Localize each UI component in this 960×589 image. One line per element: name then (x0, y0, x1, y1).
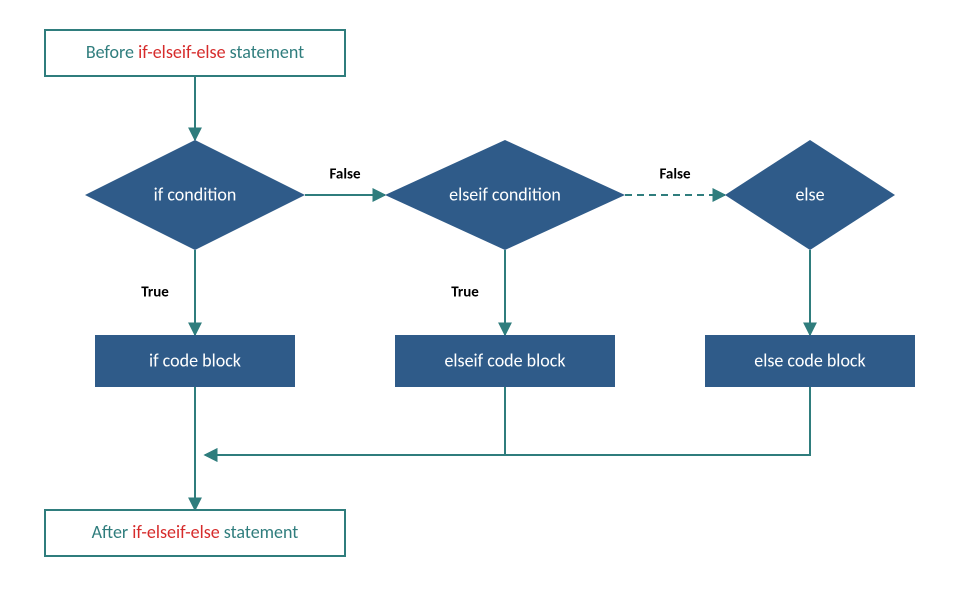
flowchart: False False True True Before if-elseif-else … (0, 0, 960, 589)
edge-else_merge (205, 387, 810, 455)
after-label: After if-elseif-else statement (92, 521, 299, 543)
if_block-label: if code block (149, 349, 241, 371)
edge-label-elseif_down: True (451, 284, 479, 302)
before-label: Before if-elseif-else statement (86, 41, 304, 63)
edge-label-elseif_to_else: False (659, 166, 691, 184)
edge-label-if_down: True (141, 284, 169, 302)
if_diamond-label: if condition (154, 183, 237, 205)
edge-label-if_to_elseif: False (329, 166, 361, 184)
elseif_block-label: elseif code block (444, 349, 565, 371)
edge-elseif_merge (205, 387, 505, 455)
else_block-label: else code block (754, 349, 865, 371)
else_diamond-label: else (795, 183, 824, 205)
elseif_diamond-label: elseif condition (449, 183, 561, 205)
